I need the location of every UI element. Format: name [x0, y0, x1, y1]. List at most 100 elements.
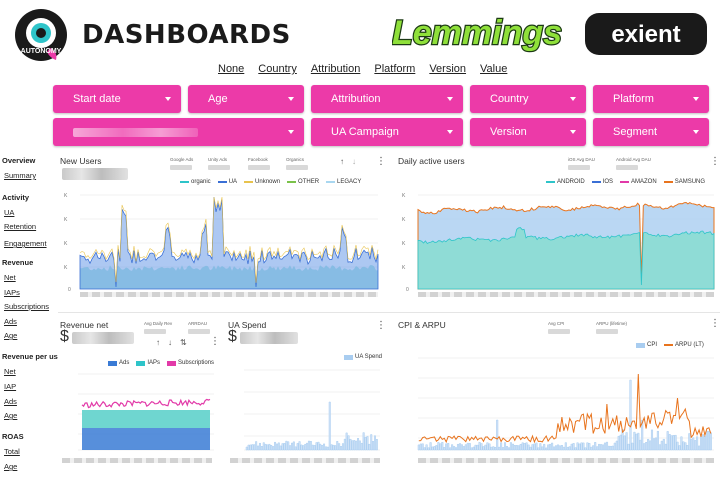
ua-campaign-filter[interactable]: UA Campaign	[311, 118, 463, 146]
chevron-down-icon	[447, 130, 453, 134]
lemmings-logo: Lemmings	[392, 13, 562, 54]
sidebar-section-activity: Activity	[2, 193, 30, 202]
sidebar-link-age[interactable]: Age	[4, 331, 18, 340]
exient-logo: exient	[585, 13, 707, 55]
ua-spend-series	[245, 401, 378, 451]
new-users-chart: K K K K 0	[64, 193, 379, 293]
cpi-arpu-panel: CPI & ARPU Avg CPI ARPU (lifetime) CPI A…	[396, 318, 720, 474]
more-options-icon[interactable]	[710, 318, 720, 330]
breakdown-platform[interactable]: Platform	[374, 63, 416, 75]
platform-filter[interactable]: Platform	[593, 85, 709, 113]
ua-series	[79, 196, 379, 290]
sidebar-section-roas: ROAS	[2, 432, 24, 441]
sort-down-icon[interactable]: ↓	[352, 157, 356, 166]
sidebar-link-roas-total[interactable]: Total	[4, 447, 20, 456]
sidebar-link-engagement[interactable]: Engagement	[4, 239, 47, 248]
country-filter[interactable]: Country	[470, 85, 586, 113]
sidebar-link-ua[interactable]: UA	[4, 208, 15, 217]
svg-text:exient: exient	[611, 21, 680, 48]
chevron-down-icon	[570, 130, 576, 134]
redacted-value	[62, 168, 128, 180]
svg-text:Lemmings: Lemmings	[392, 14, 562, 52]
new-users-title: New Users	[60, 156, 102, 166]
start-date-filter[interactable]: Start date	[53, 85, 181, 113]
sidebar-link-retention[interactable]: Retention	[4, 222, 37, 231]
dau-panel: Daily active users iOS Avg DAU Android A…	[396, 154, 720, 306]
cpi-series	[417, 379, 712, 451]
revenue-net-title: Revenue net	[60, 320, 109, 330]
ads-series	[82, 428, 210, 450]
chevron-down-icon	[570, 97, 576, 101]
svg-text:0: 0	[68, 287, 71, 293]
android-series	[417, 227, 715, 290]
age-filter[interactable]: Age	[188, 85, 304, 113]
sidebar-link-rpu-ads[interactable]: Ads	[4, 397, 17, 406]
autonomy-logo: AUTONOMY	[15, 9, 67, 61]
chevron-down-icon	[288, 130, 294, 134]
dau-title: Daily active users	[398, 156, 465, 166]
more-options-icon[interactable]	[376, 156, 386, 168]
unknown-series	[79, 196, 379, 283]
attribution-filter[interactable]: Attribution	[311, 85, 463, 113]
breakdown-selector: None Country Attribution Platform Versio…	[218, 63, 507, 75]
redacted-value	[240, 332, 298, 344]
cpi-arpu-title: CPI & ARPU	[398, 320, 446, 330]
sort-up-icon[interactable]: ↑	[340, 157, 344, 166]
new-users-panel: New Users Google Ads Unity Ads Facebook …	[58, 154, 386, 306]
breakdown-attribution[interactable]: Attribution	[310, 63, 361, 75]
dau-chart: K K K K 0	[402, 193, 715, 293]
campaign-date-range-filter[interactable]	[53, 118, 304, 146]
svg-text:AUTONOMY: AUTONOMY	[21, 48, 62, 55]
cpi-arpu-legend: CPI ARPU (LT)	[636, 342, 704, 348]
sidebar-link-subscriptions[interactable]: Subscriptions	[4, 302, 50, 311]
arpu-series	[418, 373, 712, 444]
version-filter[interactable]: Version	[470, 118, 586, 146]
chevron-down-icon	[165, 97, 171, 101]
ua-spend-title: UA Spend	[228, 320, 267, 330]
ua-spend-legend: UA Spend	[344, 354, 382, 360]
sidebar-section-overview: Overview	[2, 156, 36, 165]
sidebar-link-net[interactable]: Net	[4, 273, 16, 282]
sidebar-link-iaps[interactable]: IAPs	[4, 288, 20, 297]
sidebar-link-rpu-iap[interactable]: IAP	[4, 382, 17, 391]
ua-spend-panel: UA Spend $ UA Spend	[226, 318, 386, 474]
sidebar-section-revenue: Revenue	[2, 258, 34, 267]
svg-text:K: K	[402, 241, 406, 247]
breakdown-version[interactable]: Version	[429, 63, 467, 75]
sidebar-section-revenue-per-user: Revenue per user	[2, 352, 65, 361]
more-options-icon[interactable]	[376, 320, 386, 332]
breakdown-country[interactable]: Country	[258, 63, 297, 75]
chevron-down-icon	[693, 97, 699, 101]
page-title: DASHBOARDS	[82, 20, 291, 50]
new-users-legend: organic UA Unknown OTHER LEGACY	[180, 179, 361, 185]
svg-text:K: K	[64, 193, 68, 199]
revenue-net-panel: Revenue net $ Avg Daily Rev ARRDAU ↑ ↓ ⇅…	[58, 318, 220, 474]
more-options-icon[interactable]	[710, 156, 720, 168]
breakdown-value[interactable]: Value	[480, 63, 508, 75]
segment-filter[interactable]: Segment	[593, 118, 709, 146]
revenue-net-chart	[78, 373, 214, 451]
chevron-down-icon	[288, 97, 294, 101]
svg-text:K: K	[64, 241, 68, 247]
svg-text:K: K	[64, 265, 68, 271]
breakdown-none[interactable]: None	[218, 63, 245, 75]
subscriptions-series	[81, 398, 211, 409]
svg-text:0: 0	[406, 287, 409, 293]
svg-text:K: K	[402, 217, 406, 223]
chevron-down-icon	[693, 130, 699, 134]
sidebar-link-rpu-age[interactable]: Age	[4, 411, 18, 420]
redacted-value	[73, 127, 198, 137]
iaps-series	[82, 410, 210, 428]
sort-down-icon[interactable]: ↓	[168, 338, 172, 347]
more-options-icon[interactable]	[210, 336, 220, 348]
sidebar-link-ads[interactable]: Ads	[4, 317, 17, 326]
svg-text:K: K	[402, 193, 406, 199]
sort-az-icon[interactable]: ⇅	[180, 338, 187, 347]
sort-up-icon[interactable]: ↑	[156, 338, 160, 347]
ua-spend-chart	[244, 369, 380, 451]
revenue-net-legend: Ads IAPs Subscriptions	[108, 360, 214, 366]
sidebar-link-roas-age[interactable]: Age	[4, 462, 18, 471]
cpi-arpu-chart	[417, 357, 714, 451]
sidebar-link-summary[interactable]: Summary	[4, 171, 37, 180]
sidebar-link-rpu-net[interactable]: Net	[4, 367, 16, 376]
